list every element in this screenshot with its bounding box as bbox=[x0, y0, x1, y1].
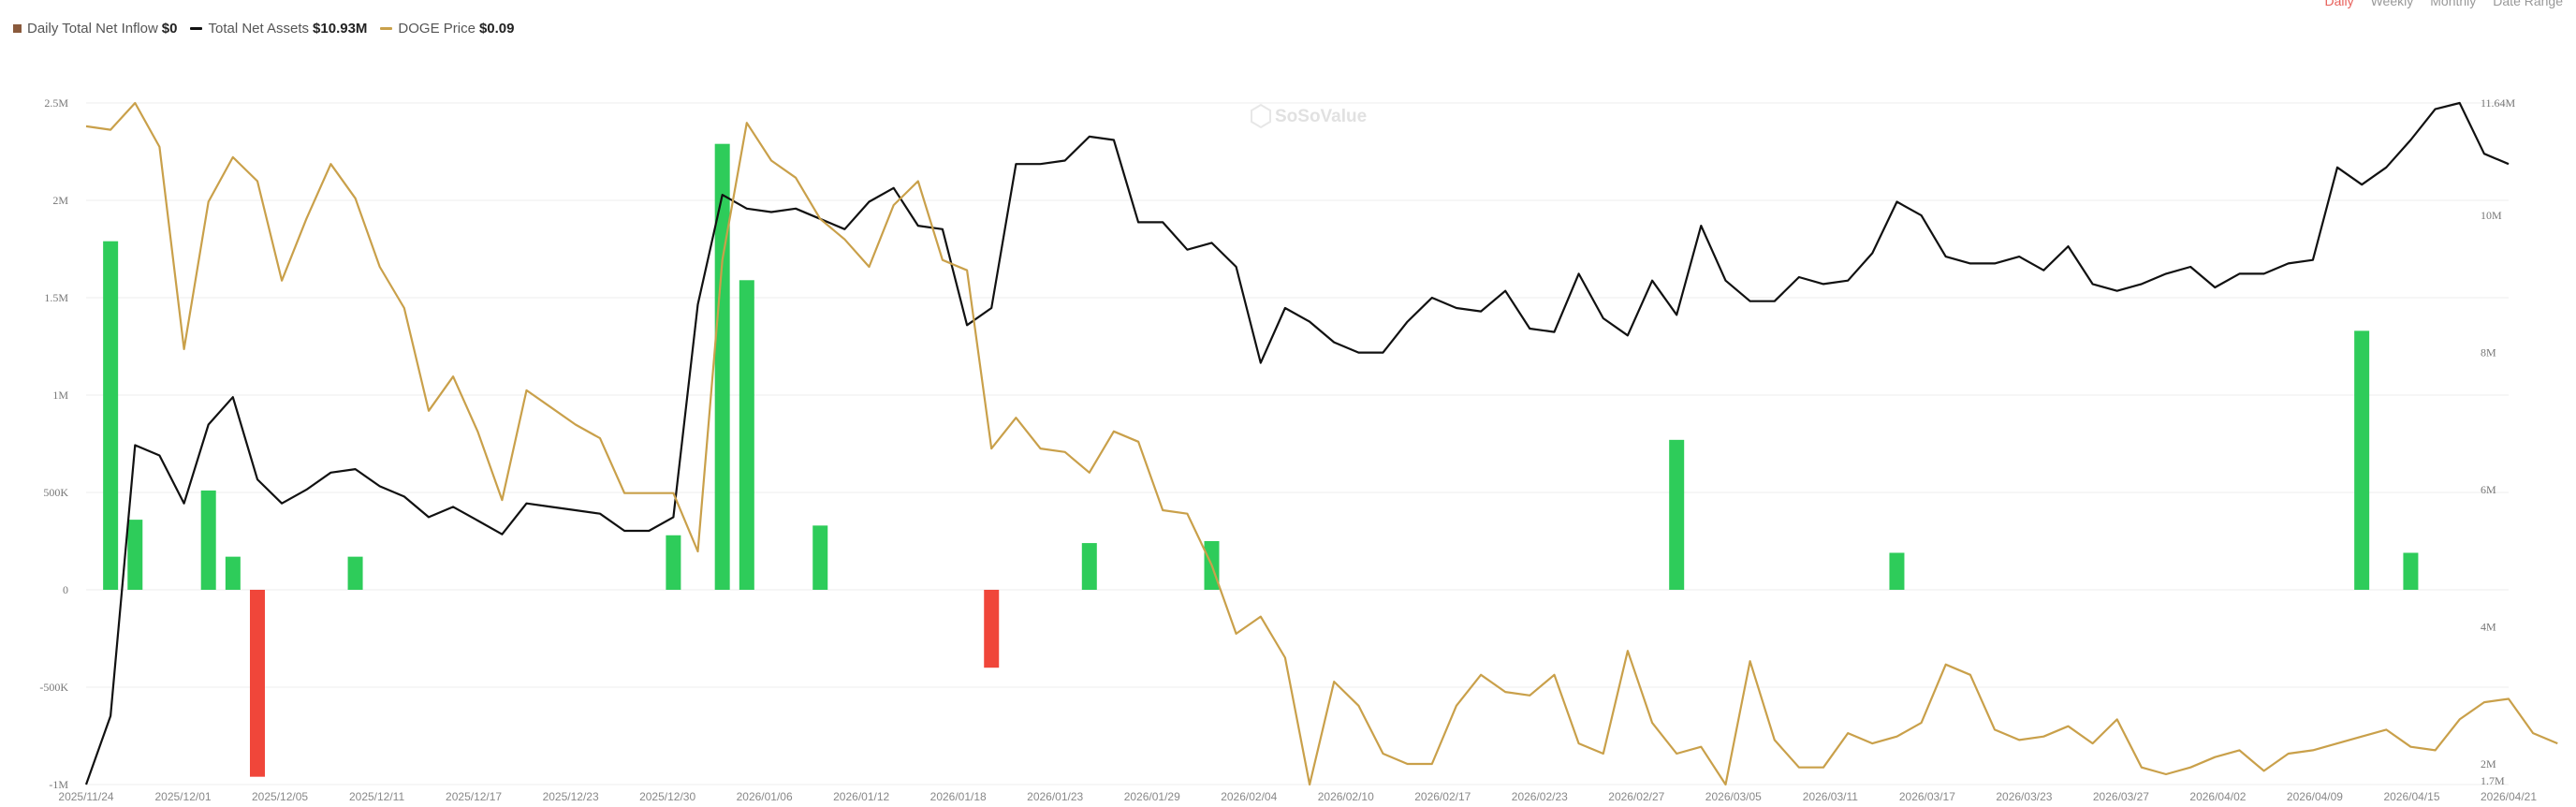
series-lines bbox=[84, 101, 2558, 786]
date-range-button[interactable]: Date Range bbox=[2493, 0, 2563, 8]
y-axis-left: 2.5M 2M 1.5M 1M 500K 0 -500K -1M bbox=[39, 96, 68, 791]
sosovalue-watermark: SoSoValue bbox=[1251, 103, 1367, 129]
x-tick-label: 2026/04/15 bbox=[2383, 790, 2439, 803]
legend-inflow-label: Daily Total Net Inflow bbox=[27, 20, 158, 37]
y-left-tick-label: -500K bbox=[39, 681, 68, 694]
total-net-assets-line bbox=[84, 101, 2510, 785]
x-axis: 2025/11/24 2025/12/01 2025/12/05 2025/12/11… bbox=[58, 790, 2537, 803]
inflow-bar-positive bbox=[200, 490, 216, 590]
doge-price-line bbox=[85, 101, 2558, 786]
grid-lines bbox=[86, 102, 2509, 785]
y-right-tick-label: 4M bbox=[2481, 621, 2496, 634]
inflow-bar-positive bbox=[739, 280, 754, 590]
legend-assets-value: $10.93M bbox=[313, 20, 368, 37]
inflow-bar-positive bbox=[2403, 552, 2419, 590]
inflow-bar-positive bbox=[666, 535, 681, 590]
x-tick-label: 2025/11/24 bbox=[58, 790, 113, 803]
y-axis-right: 11.64M 10M 8M 6M 4M 2M 1.7M bbox=[2481, 96, 2516, 787]
x-tick-label: 2025/12/05 bbox=[252, 790, 308, 803]
legend-item-inflow[interactable]: Daily Total Net Inflow $0 bbox=[13, 21, 177, 37]
y-left-tick-label: 0 bbox=[63, 583, 68, 596]
x-tick-label: 2025/12/30 bbox=[639, 790, 695, 803]
legend-price-label: DOGE Price bbox=[398, 20, 476, 37]
legend-assets-label: Total Net Assets bbox=[208, 20, 310, 37]
y-right-tick-label: 11.64M bbox=[2481, 96, 2516, 110]
y-right-tick-label: 2M bbox=[2481, 757, 2496, 770]
weekly-toggle[interactable]: Weekly bbox=[2370, 0, 2414, 8]
x-tick-label: 2026/01/29 bbox=[1124, 790, 1180, 803]
inflow-bar-positive bbox=[1889, 552, 1905, 590]
legend-item-price[interactable]: DOGE Price $0.09 bbox=[380, 21, 514, 37]
x-tick-label: 2026/04/21 bbox=[2481, 790, 2537, 803]
inflow-bar-negative bbox=[249, 590, 265, 777]
y-left-tick-label: 2.5M bbox=[44, 96, 68, 110]
inflow-bar-positive bbox=[1081, 543, 1097, 590]
x-tick-label: 2026/02/10 bbox=[1318, 790, 1374, 803]
y-right-tick-label: 8M bbox=[2481, 346, 2496, 359]
x-tick-label: 2026/01/06 bbox=[737, 790, 793, 803]
x-tick-label: 2026/01/18 bbox=[930, 790, 987, 803]
x-tick-label: 2025/12/17 bbox=[446, 790, 502, 803]
range-controls: Daily Weekly Monthly Date Range bbox=[2324, 0, 2563, 8]
y-left-tick-label: 500K bbox=[43, 486, 68, 499]
monthly-toggle[interactable]: Monthly bbox=[2430, 0, 2477, 8]
inflow-bar-negative bbox=[984, 590, 1000, 668]
y-left-tick-label: 1.5M bbox=[44, 291, 68, 304]
assets-swatch-icon bbox=[190, 26, 203, 30]
y-right-tick-label: 6M bbox=[2481, 483, 2496, 496]
inflow-bar-positive bbox=[225, 556, 241, 590]
x-tick-label: 2026/03/05 bbox=[1705, 790, 1762, 803]
x-tick-label: 2025/12/11 bbox=[349, 790, 404, 803]
x-tick-label: 2025/12/23 bbox=[543, 790, 599, 803]
x-tick-label: 2026/02/23 bbox=[1512, 790, 1568, 803]
watermark-logo-icon bbox=[1251, 103, 1271, 129]
price-swatch-icon bbox=[380, 26, 393, 30]
x-tick-label: 2026/02/27 bbox=[1608, 790, 1664, 803]
inflow-bar-positive bbox=[1669, 439, 1685, 590]
x-tick-label: 2026/03/23 bbox=[1996, 790, 2052, 803]
inflow-bar-positive bbox=[347, 556, 363, 590]
x-tick-label: 2026/03/27 bbox=[2093, 790, 2149, 803]
inflow-bar-positive bbox=[103, 241, 119, 590]
inflow-bar-positive bbox=[127, 520, 143, 590]
y-left-tick-label: 2M bbox=[52, 194, 68, 207]
legend-item-assets[interactable]: Total Net Assets $10.93M bbox=[190, 21, 367, 37]
x-tick-label: 2026/04/02 bbox=[2189, 790, 2246, 803]
y-left-tick-label: 1M bbox=[52, 389, 68, 402]
y-left-tick-label: -1M bbox=[49, 778, 68, 791]
x-tick-label: 2026/01/23 bbox=[1027, 790, 1083, 803]
legend-price-value: $0.09 bbox=[478, 20, 515, 37]
watermark-text: SoSoValue bbox=[1275, 107, 1367, 126]
inflow-swatch-icon bbox=[13, 23, 22, 33]
legend-inflow-value: $0 bbox=[161, 20, 178, 37]
x-tick-label: 2026/02/04 bbox=[1221, 790, 1277, 803]
x-tick-label: 2025/12/01 bbox=[154, 790, 211, 803]
inflow-bar-positive bbox=[714, 143, 730, 590]
x-tick-label: 2026/01/12 bbox=[833, 790, 889, 803]
inflow-bar-positive bbox=[2354, 330, 2370, 590]
inflow-bars bbox=[103, 143, 2419, 777]
inflow-bar-positive bbox=[812, 525, 828, 590]
y-right-tick-label: 10M bbox=[2481, 209, 2502, 222]
y-right-tick-label: 1.7M bbox=[2481, 774, 2505, 787]
x-tick-label: 2026/04/09 bbox=[2287, 790, 2343, 803]
x-tick-label: 2026/03/17 bbox=[1899, 790, 1955, 803]
daily-toggle[interactable]: Daily bbox=[2324, 0, 2354, 8]
x-tick-label: 2026/03/11 bbox=[1803, 790, 1858, 803]
x-tick-label: 2026/02/17 bbox=[1414, 790, 1471, 803]
chart-legend: Daily Total Net Inflow $0 Total Net Asse… bbox=[13, 17, 527, 39]
